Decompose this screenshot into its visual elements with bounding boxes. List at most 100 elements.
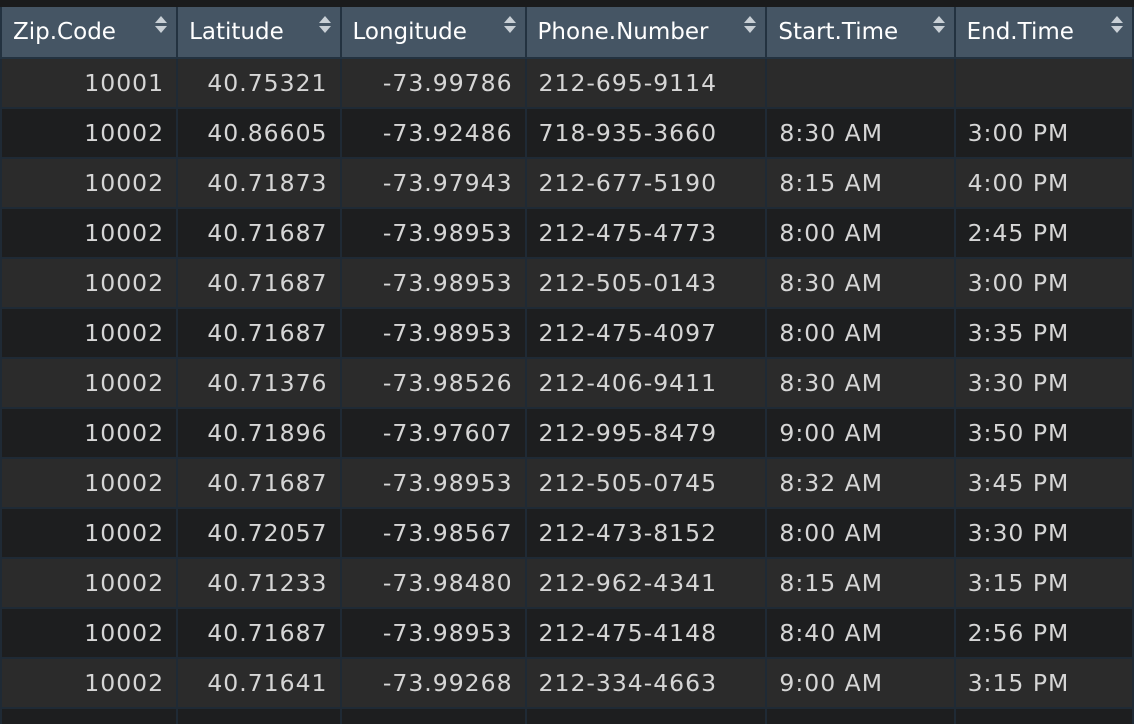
table-cell: 212-505-0143	[524, 257, 768, 309]
table-cell: 10002	[0, 257, 179, 309]
table-cell: 212-962-4341	[524, 557, 768, 609]
table-cell: 8:30 AM	[765, 357, 956, 409]
table-cell: -73.98953	[339, 257, 527, 309]
table-cell: -73.98526	[339, 357, 527, 409]
table-cell: 3:00 PM	[953, 257, 1134, 309]
table-cell: 2:56 PM	[953, 607, 1134, 659]
table-cell: 3:15 PM	[953, 557, 1134, 609]
table-row	[0, 707, 1134, 724]
sort-icon[interactable]	[1110, 16, 1124, 34]
table-cell: 40.71873	[176, 157, 342, 209]
table-cell: 8:40 AM	[765, 607, 956, 659]
table-cell: -73.98953	[339, 307, 527, 359]
header-row: Zip.Code Latitude Longitude Phone.Number Sta…	[0, 7, 1134, 59]
table-row: 10002 40.72057 -73.98567 212-473-8152 8:00 A…	[0, 507, 1134, 559]
table-cell: 40.71233	[176, 557, 342, 609]
table-cell: 8:30 AM	[765, 257, 956, 309]
column-header-start-time[interactable]: Start.Time	[765, 7, 956, 59]
table-cell: 3:50 PM	[953, 407, 1134, 459]
table-cell: 212-406-9411	[524, 357, 768, 409]
table-cell: 10002	[0, 107, 179, 159]
table-cell: 212-473-8152	[524, 507, 768, 559]
sort-ascending-icon	[932, 16, 945, 23]
sort-ascending-icon	[744, 16, 757, 23]
table-cell	[765, 57, 956, 109]
table-row: 10002 40.71233 -73.98480 212-962-4341 8:15 A…	[0, 557, 1134, 609]
sort-ascending-icon	[1111, 16, 1123, 23]
table-cell: 212-695-9114	[524, 57, 768, 109]
table-cell: -73.98953	[339, 607, 527, 659]
table-cell: 10002	[0, 607, 179, 659]
table-cell: 212-505-0745	[524, 457, 768, 509]
table-row: 10002 40.71873 -73.97943 212-677-5190 8:15 A…	[0, 157, 1134, 209]
table-cell: -73.98953	[339, 457, 527, 509]
sort-icon[interactable]	[503, 16, 517, 34]
sort-descending-icon	[932, 26, 945, 33]
table-cell: 212-475-4773	[524, 207, 768, 259]
table-cell: 9:00 AM	[765, 407, 956, 459]
table-cell: 10002	[0, 657, 179, 709]
column-header-longitude[interactable]: Longitude	[339, 7, 527, 59]
table-cell: 40.71687	[176, 257, 342, 309]
table-cell: 212-677-5190	[524, 157, 768, 209]
table-cell	[765, 707, 956, 724]
column-header-zip-code[interactable]: Zip.Code	[0, 7, 179, 59]
table-cell: 10002	[0, 407, 179, 459]
table-cell: -73.98567	[339, 507, 527, 559]
table-cell: 8:00 AM	[765, 207, 956, 259]
table-row: 10002 40.71376 -73.98526 212-406-9411 8:30 A…	[0, 357, 1134, 409]
table-cell: 3:00 PM	[953, 107, 1134, 159]
table-cell: 3:15 PM	[953, 657, 1134, 709]
table-cell: 40.71641	[176, 657, 342, 709]
column-header-label: End.Time	[966, 19, 1074, 45]
table-cell: 40.86605	[176, 107, 342, 159]
column-header-phone-number[interactable]: Phone.Number	[524, 7, 768, 59]
table-row: 10002 40.71687 -73.98953 212-505-0745 8:32 A…	[0, 457, 1134, 509]
table-cell: -73.92486	[339, 107, 527, 159]
column-header-label: Latitude	[189, 19, 284, 45]
column-header-end-time[interactable]: End.Time	[953, 7, 1134, 59]
table-cell: 8:32 AM	[765, 457, 956, 509]
sort-icon[interactable]	[318, 16, 332, 34]
table-row: 10002 40.86605 -73.92486 718-935-3660 8:30 A…	[0, 107, 1134, 159]
table-header: Zip.Code Latitude Longitude Phone.Number Sta…	[0, 7, 1134, 59]
column-header-label: Longitude	[352, 19, 467, 45]
table-cell	[0, 707, 179, 724]
table-cell: 8:00 AM	[765, 307, 956, 359]
sort-icon[interactable]	[154, 16, 168, 34]
sort-descending-icon	[503, 26, 516, 33]
table-cell: 3:45 PM	[953, 457, 1134, 509]
table-cell: 718-935-3660	[524, 107, 768, 159]
table-cell: -73.98953	[339, 207, 527, 259]
table-cell: 10002	[0, 307, 179, 359]
sort-ascending-icon	[155, 16, 168, 23]
table-cell: 4:00 PM	[953, 157, 1134, 209]
sort-descending-icon	[318, 26, 331, 33]
table-cell: 40.71687	[176, 307, 342, 359]
table-cell: 10002	[0, 457, 179, 509]
table-row: 10002 40.71687 -73.98953 212-475-4148 8:40 A…	[0, 607, 1134, 659]
sort-icon[interactable]	[932, 16, 946, 34]
table-cell: 40.75321	[176, 57, 342, 109]
table-cell: 10002	[0, 207, 179, 259]
table-cell: 2:45 PM	[953, 207, 1134, 259]
sort-ascending-icon	[318, 16, 331, 23]
column-header-label: Start.Time	[778, 19, 899, 45]
sort-descending-icon	[744, 26, 757, 33]
table-cell: 212-475-4148	[524, 607, 768, 659]
table-cell: 40.72057	[176, 507, 342, 559]
table-cell: -73.97943	[339, 157, 527, 209]
sort-icon[interactable]	[743, 16, 757, 34]
table-cell: 10002	[0, 357, 179, 409]
table-cell: 10002	[0, 507, 179, 559]
table-cell	[953, 57, 1134, 109]
table-cell: 3:30 PM	[953, 357, 1134, 409]
table-cell	[176, 707, 342, 724]
sort-descending-icon	[1111, 26, 1123, 33]
table-row: 10002 40.71641 -73.99268 212-334-4663 9:00 A…	[0, 657, 1134, 709]
table-cell: 3:35 PM	[953, 307, 1134, 359]
table-cell: 10002	[0, 157, 179, 209]
column-header-latitude[interactable]: Latitude	[176, 7, 342, 59]
table-cell: 212-334-4663	[524, 657, 768, 709]
